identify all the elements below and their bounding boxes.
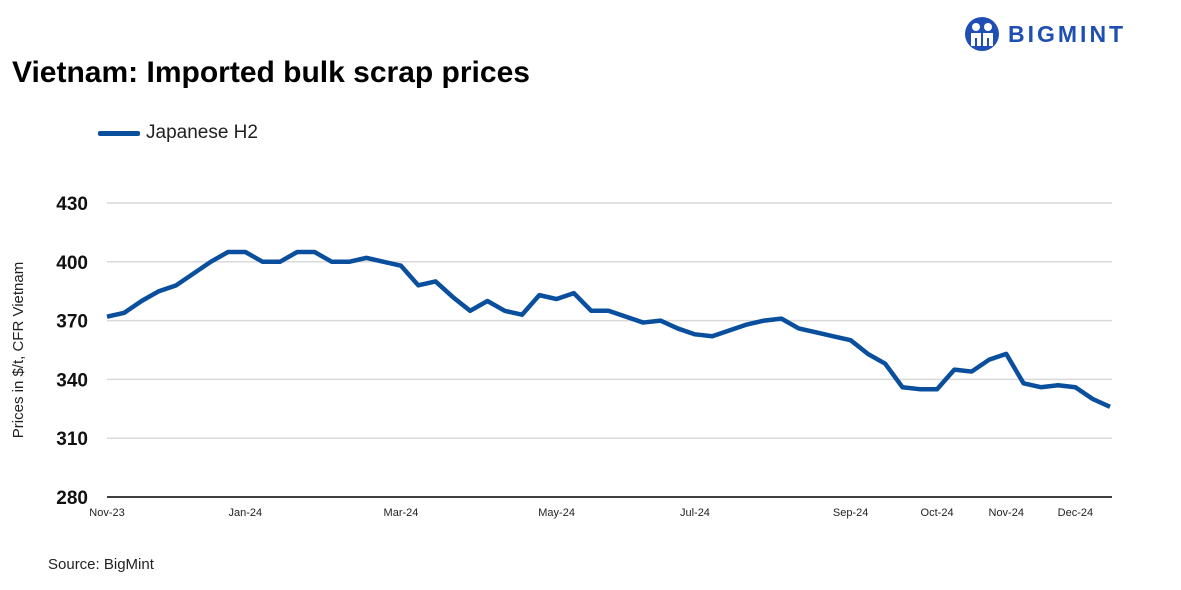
x-tick-label: Nov-24: [989, 507, 1024, 519]
bigmint-logo-icon: [965, 17, 999, 51]
x-tick-label: Jul-24: [680, 507, 710, 519]
y-axis-label: Prices in $/t, CFR Vietnam: [10, 262, 27, 438]
chart-title: Vietnam: Imported bulk scrap prices: [12, 56, 530, 89]
x-tick-label: Sep-24: [833, 507, 868, 519]
brand-name: BIGMINT: [1008, 20, 1127, 47]
x-tick-label: Dec-24: [1058, 507, 1093, 519]
y-tick-label: 370: [56, 312, 88, 333]
y-tick-label: 340: [56, 370, 88, 391]
x-tick-label: Jan-24: [229, 507, 263, 519]
source-note: Source: BigMint: [48, 556, 154, 573]
y-tick-label: 400: [56, 253, 88, 274]
x-tick-label: Mar-24: [384, 507, 419, 519]
x-tick-label: Oct-24: [921, 507, 954, 519]
x-tick-label: May-24: [538, 507, 575, 519]
series-line-japanese-h2: [106, 249, 1111, 409]
legend-label: Japanese H2: [146, 122, 258, 143]
legend-swatch: [98, 130, 140, 136]
y-tick-label: 430: [56, 194, 88, 215]
x-tick-label: Nov-23: [89, 507, 124, 519]
bigmint-logo: BIGMINT: [964, 16, 1126, 52]
y-tick-label: 310: [56, 429, 88, 450]
y-tick-label: 280: [56, 488, 88, 509]
legend: Japanese H2: [98, 122, 258, 144]
